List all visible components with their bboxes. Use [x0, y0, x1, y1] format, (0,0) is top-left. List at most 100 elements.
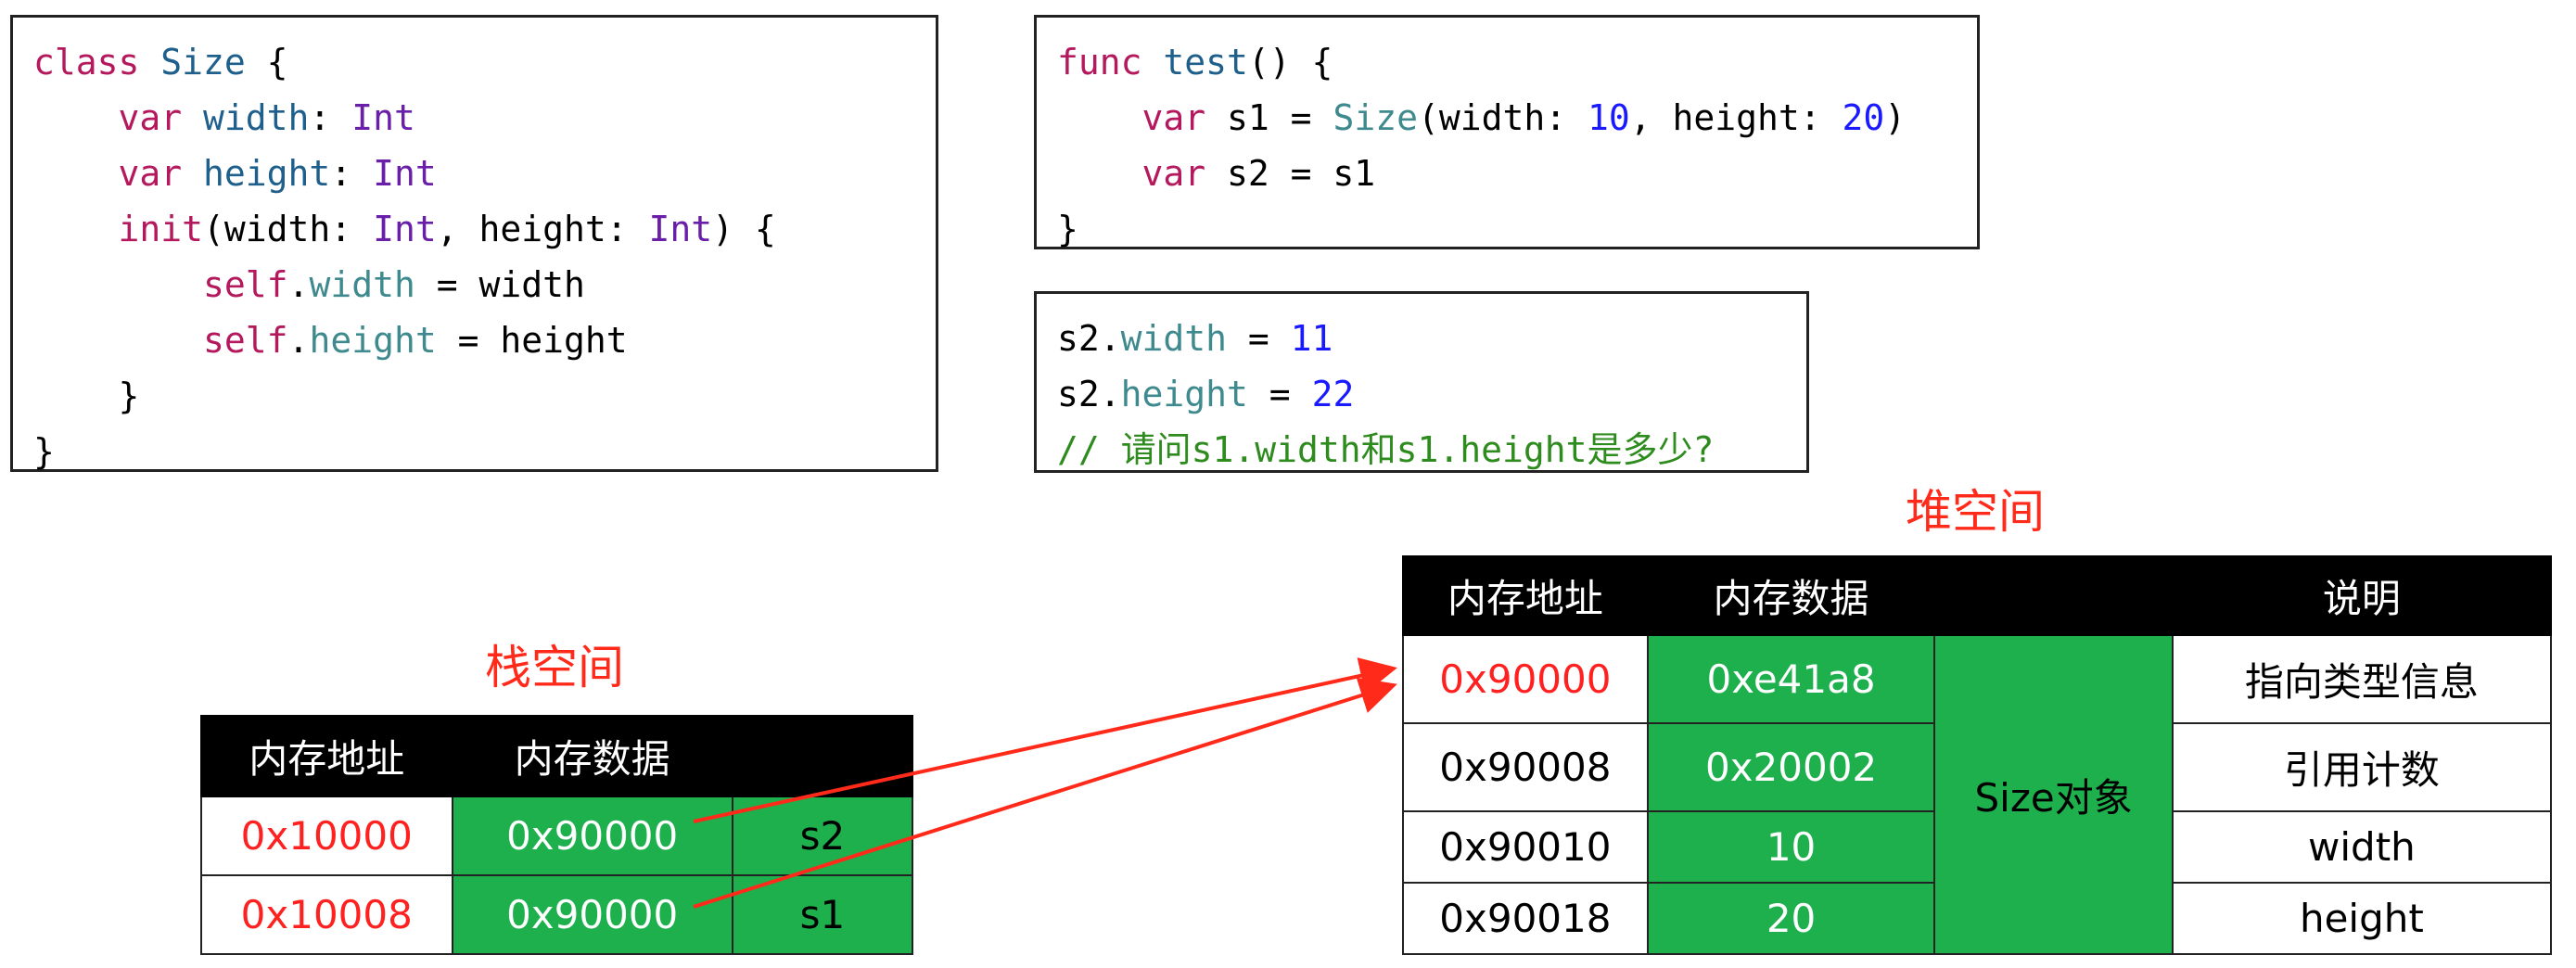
- code-line: }: [1057, 201, 1977, 257]
- code-token: s2.: [1057, 318, 1121, 359]
- code-token: s2.: [1057, 374, 1121, 414]
- code-token: Size: [1333, 97, 1418, 138]
- header-data: 内存数据: [451, 715, 733, 797]
- heap-table: 内存地址 内存数据 说明 0x90000 0xe41a8 Size对象 指向类型…: [1402, 555, 2553, 955]
- code-line: self.height = height: [33, 312, 936, 368]
- code-token: Size: [160, 42, 246, 83]
- code-token: var: [1141, 153, 1206, 194]
- code-token: Int: [351, 97, 415, 138]
- code-line: // 请问s1.width和s1.height是多少?: [1057, 422, 1806, 478]
- stack-label: 栈空间: [485, 641, 624, 694]
- code-token: =: [1247, 374, 1312, 414]
- header-empty: [1933, 555, 2174, 636]
- code-token: height: [203, 153, 331, 194]
- code-token: width: [1120, 318, 1228, 359]
- code-token: }: [1057, 209, 1078, 249]
- code-line: var width: Int: [33, 90, 936, 146]
- code-token: Int: [648, 209, 713, 249]
- stack-var: s1: [731, 874, 914, 955]
- code-token: var: [118, 153, 183, 194]
- code-token: ): [1884, 97, 1906, 138]
- code-line: s2.width = 11: [1057, 311, 1806, 366]
- code-line: class Size {: [33, 34, 936, 90]
- code-token: {: [245, 42, 288, 83]
- code-token: s2 = s1: [1205, 153, 1376, 194]
- code-line: var height: Int: [33, 146, 936, 201]
- code-line: var s2 = s1: [1057, 146, 1977, 201]
- code-token: .: [287, 264, 310, 305]
- code-line: init(width: Int, height: Int) {: [33, 201, 936, 257]
- code-line: }: [33, 424, 936, 479]
- arrow-s1-to-heap: [693, 677, 1397, 909]
- code-token: s1 =: [1205, 97, 1333, 138]
- stack-data: 0x90000: [451, 874, 733, 955]
- code-token: , height:: [436, 209, 649, 249]
- stack-addr: 0x10008: [200, 874, 453, 955]
- size-object-cell: Size对象: [1933, 634, 2174, 955]
- test-func-code: func test() { var s1 = Size(width: 10, h…: [1034, 15, 1980, 249]
- code-token: class: [33, 42, 140, 83]
- code-token: var: [118, 97, 183, 138]
- heap-data: 20: [1646, 882, 1936, 955]
- header-address: 内存地址: [1402, 555, 1649, 636]
- code-token: width: [203, 97, 310, 138]
- code-token: }: [33, 376, 140, 416]
- code-token: self: [203, 264, 288, 305]
- code-token: 11: [1290, 318, 1333, 359]
- code-token: height: [1120, 374, 1248, 414]
- arrow-s2-to-heap: [693, 657, 1397, 823]
- code-token: init: [118, 209, 204, 249]
- code-token: 22: [1311, 374, 1355, 414]
- heap-label: 堆空间: [1906, 485, 2045, 539]
- code-token: =: [1227, 318, 1291, 359]
- class-size-code: class Size { var width: Int var height: …: [10, 15, 938, 472]
- heap-data: 0xe41a8: [1646, 633, 1936, 725]
- heap-data: 10: [1646, 810, 1936, 885]
- code-token: ) {: [712, 209, 776, 249]
- code-token: :: [309, 97, 352, 138]
- stack-addr: 0x10000: [200, 796, 453, 876]
- heap-addr: 0x90018: [1402, 882, 1649, 955]
- question-code: s2.width = 11 s2.height = 22// 请问s1.width…: [1034, 291, 1809, 473]
- code-token: height: [309, 320, 437, 361]
- heap-addr: 0x90000: [1402, 633, 1649, 725]
- code-token: 20: [1842, 97, 1885, 138]
- header-address: 内存地址: [200, 715, 453, 797]
- code-token: (width:: [1417, 97, 1588, 138]
- header-empty: [731, 715, 914, 797]
- code-line: var s1 = Size(width: 10, height: 20): [1057, 90, 1977, 146]
- stack-table: 内存地址 内存数据 0x10000 0x90000 s2 0x10008 0x9…: [200, 715, 914, 955]
- code-token: func: [1057, 42, 1142, 83]
- heap-desc: 引用计数: [2171, 722, 2553, 813]
- heap-data: 0x20002: [1646, 722, 1936, 813]
- code-token: test: [1163, 42, 1248, 83]
- code-line: func test() {: [1057, 34, 1977, 90]
- heap-desc: height: [2171, 882, 2553, 955]
- code-token: = width: [414, 264, 585, 305]
- code-line: s2.height = 22: [1057, 366, 1806, 422]
- code-token: , height:: [1629, 97, 1843, 138]
- header-data: 内存数据: [1646, 555, 1936, 636]
- code-token: Int: [373, 153, 437, 194]
- code-token: () {: [1247, 42, 1333, 83]
- code-token: 10: [1587, 97, 1630, 138]
- header-desc: 说明: [2171, 555, 2553, 636]
- heap-addr: 0x90010: [1402, 810, 1649, 885]
- heap-desc: 指向类型信息: [2171, 633, 2553, 725]
- code-line: self.width = width: [33, 257, 936, 312]
- code-token: :: [330, 153, 374, 194]
- code-token: var: [1141, 97, 1206, 138]
- code-token: (width:: [203, 209, 374, 249]
- stack-data: 0x90000: [451, 796, 733, 876]
- code-line: }: [33, 368, 936, 424]
- heap-addr: 0x90008: [1402, 722, 1649, 813]
- heap-desc: width: [2171, 810, 2553, 885]
- code-token: Int: [373, 209, 437, 249]
- stack-var: s2: [731, 796, 914, 876]
- code-token: .: [287, 320, 310, 361]
- code-token: }: [33, 431, 55, 472]
- code-token: // 请问s1.width和s1.height是多少?: [1057, 429, 1715, 470]
- code-token: = height: [436, 320, 628, 361]
- code-token: self: [203, 320, 288, 361]
